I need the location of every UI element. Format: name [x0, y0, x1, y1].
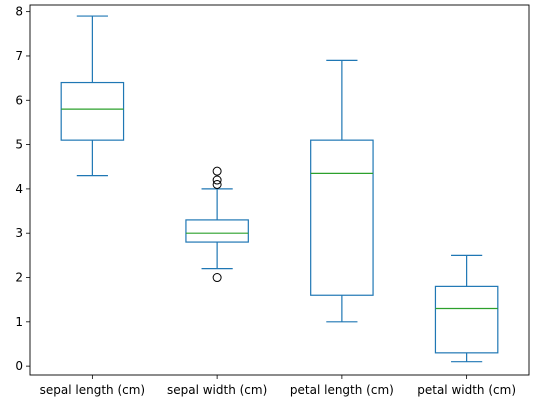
box-2: [185, 166, 249, 283]
outlier-point: [212, 175, 222, 185]
plot-background: [30, 5, 529, 375]
y-tick-label: 1: [15, 315, 23, 329]
y-tick-label: 5: [15, 138, 23, 152]
x-axis: sepal length (cm) sepal width (cm) petal l…: [40, 375, 516, 397]
x-tick-label: sepal width (cm): [167, 383, 267, 397]
plot-frame: [29, 4, 530, 376]
outlier-point: [212, 179, 222, 189]
box-iqr: [185, 219, 249, 243]
y-tick-label: 2: [15, 271, 23, 285]
box-iqr: [310, 139, 374, 296]
y-tick-label: 6: [15, 93, 23, 107]
outlier-point: [212, 273, 222, 283]
box-4: [434, 254, 499, 363]
box-3: [310, 59, 374, 323]
x-tick-label: petal length (cm): [290, 383, 394, 397]
boxes: [60, 15, 499, 363]
box-iqr: [60, 81, 125, 141]
y-tick-label: 4: [15, 182, 23, 196]
outlier-point: [212, 166, 222, 176]
x-tick-label: sepal length (cm): [40, 383, 145, 397]
y-axis: 0 1 2 3 4 5 6 7 8: [15, 5, 30, 373]
y-tick-label: 3: [15, 226, 23, 240]
y-tick-label: 7: [15, 49, 23, 63]
y-tick-label: 0: [15, 359, 23, 373]
box-iqr: [434, 285, 499, 354]
y-tick-label: 8: [15, 5, 23, 19]
box-1: [60, 15, 125, 177]
x-tick-label: petal width (cm): [417, 383, 516, 397]
